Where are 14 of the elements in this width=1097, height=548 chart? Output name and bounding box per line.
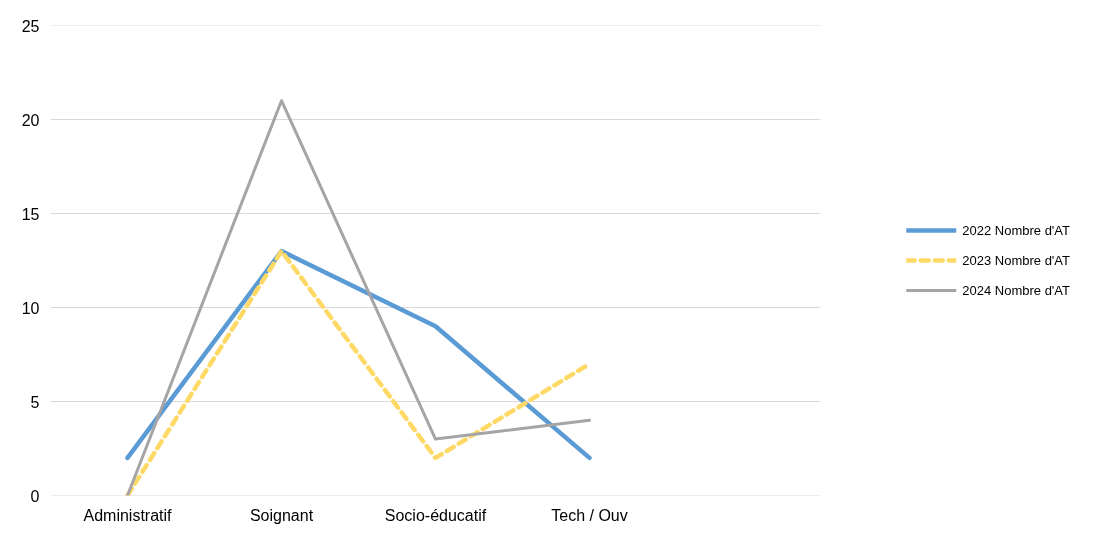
line-series — [126, 99, 591, 496]
y-tick-label: 15 — [21, 205, 40, 223]
legend-label: 2024 Nombre d'AT — [962, 282, 1070, 298]
x-tick-label: Soignant — [249, 506, 314, 524]
x-tick-label: Tech / Ouv — [551, 506, 628, 524]
y-tick-label: 5 — [30, 393, 40, 411]
legend-label: 2022 Nombre d'AT — [962, 222, 1070, 238]
y-tick-label: 10 — [21, 299, 40, 317]
y-tick-label: 0 — [30, 487, 40, 505]
x-tick-label: Administratif — [83, 506, 173, 524]
x-tick-label: Socio-éducatif — [384, 506, 487, 524]
y-tick-label: 25 — [21, 17, 40, 35]
y-tick-label: 20 — [21, 111, 40, 129]
legend-label: 2023 Nombre d'AT — [962, 252, 1070, 268]
